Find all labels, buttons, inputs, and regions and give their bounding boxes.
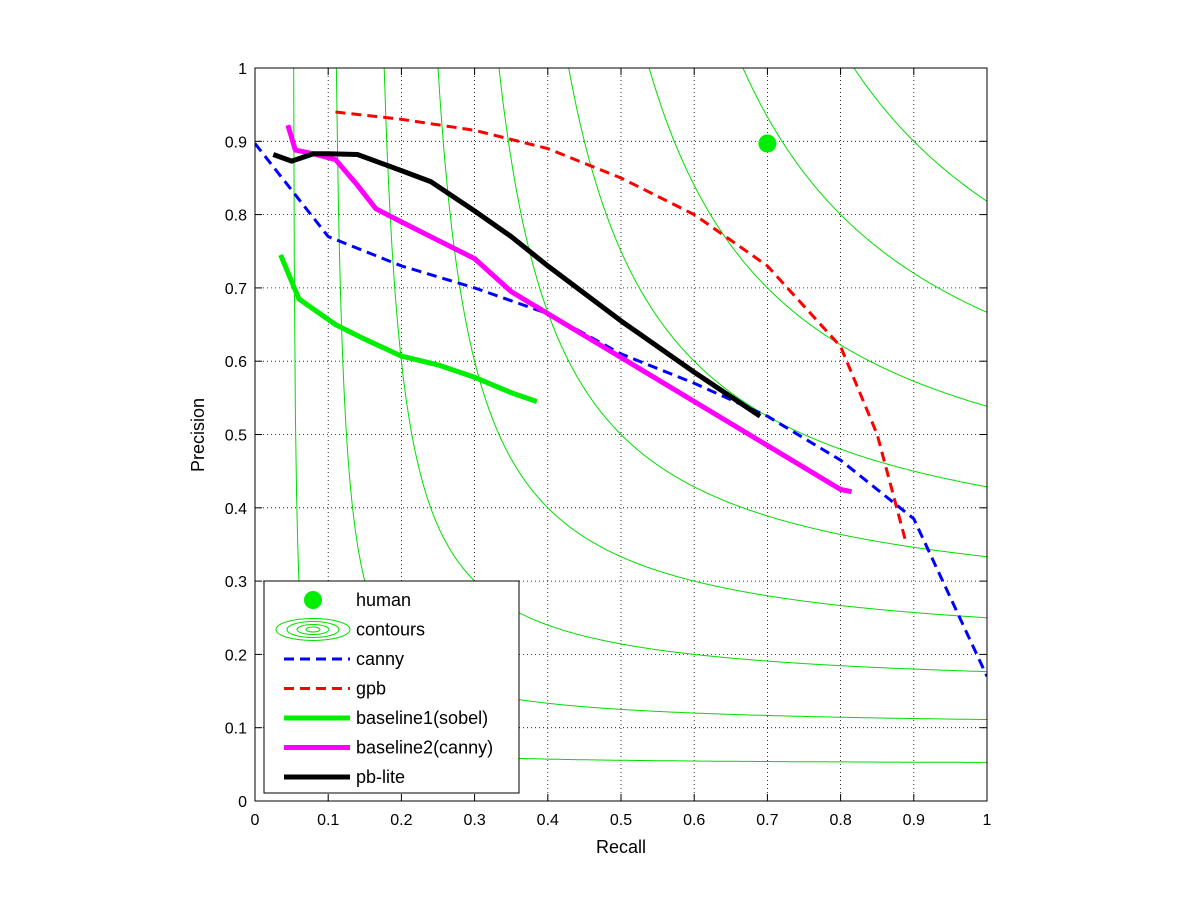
series-line-baseline2-canny	[285, 124, 853, 495]
f-contour	[568, 68, 987, 488]
legend-label: pb-lite	[356, 767, 405, 787]
human-point	[758, 134, 777, 153]
legend-label: baseline1(sobel)	[356, 708, 488, 728]
x-tick-label: 0.3	[463, 812, 485, 829]
legend-contour-swatch	[296, 624, 330, 635]
legend-label: gpb	[356, 679, 386, 699]
legend-label: baseline2(canny)	[356, 738, 493, 758]
legend-label: canny	[356, 649, 404, 669]
y-tick-label: 0.5	[225, 428, 247, 445]
series-line-gpb	[335, 110, 908, 545]
y-tick-label: 0.4	[225, 501, 247, 518]
x-tick-label: 0.5	[610, 812, 632, 829]
y-tick-label: 0.8	[225, 208, 247, 225]
x-tick-label: 0.2	[390, 812, 412, 829]
x-tick-label: 0.1	[317, 812, 339, 829]
legend-label: contours	[356, 620, 425, 640]
ticks: 0 0.1 0.2 0.3 0.4 0.5 0.6 0.7 0.8 0.9 1 0 0.1 0.2 0.3 0…	[225, 61, 992, 829]
legend-contour-swatch	[275, 618, 351, 641]
x-tick-label: 0.9	[903, 812, 925, 829]
x-tick-label: 0.7	[756, 812, 778, 829]
x-tick-label: 0	[251, 812, 260, 829]
x-axis-label: Recall	[596, 837, 646, 857]
y-tick-label: 0	[238, 794, 247, 811]
legend-contour-swatch	[305, 626, 321, 633]
y-tick-label: 0.6	[225, 354, 247, 371]
series-line-baseline1-sobel	[278, 253, 538, 404]
f-contour	[742, 68, 987, 313]
x-tick-label: 0.6	[683, 812, 705, 829]
legend: human contours canny gpb baseline1(sobel) bas…	[263, 580, 520, 794]
series-group	[255, 110, 987, 678]
legend-contour-swatch	[286, 621, 340, 638]
y-tick-label: 0.9	[225, 134, 247, 151]
x-tick-label: 1	[983, 812, 992, 829]
series-line-pb-lite	[272, 151, 762, 419]
f-contour	[648, 68, 987, 407]
y-tick-label: 0.1	[225, 721, 247, 738]
series-line-canny	[255, 142, 987, 678]
legend-human-swatch	[304, 591, 322, 609]
legend-label: human	[356, 590, 411, 610]
y-tick-label: 1	[238, 61, 247, 78]
y-tick-label: 0.3	[225, 574, 247, 591]
f-contour	[498, 68, 987, 558]
f-contour	[437, 68, 987, 619]
x-tick-label: 0.8	[829, 812, 851, 829]
y-tick-label: 0.2	[225, 647, 247, 664]
y-tick-label: 0.7	[225, 281, 247, 298]
y-axis-label: Precision	[188, 398, 208, 472]
x-tick-label: 0.4	[537, 812, 559, 829]
f-contour	[853, 68, 987, 202]
